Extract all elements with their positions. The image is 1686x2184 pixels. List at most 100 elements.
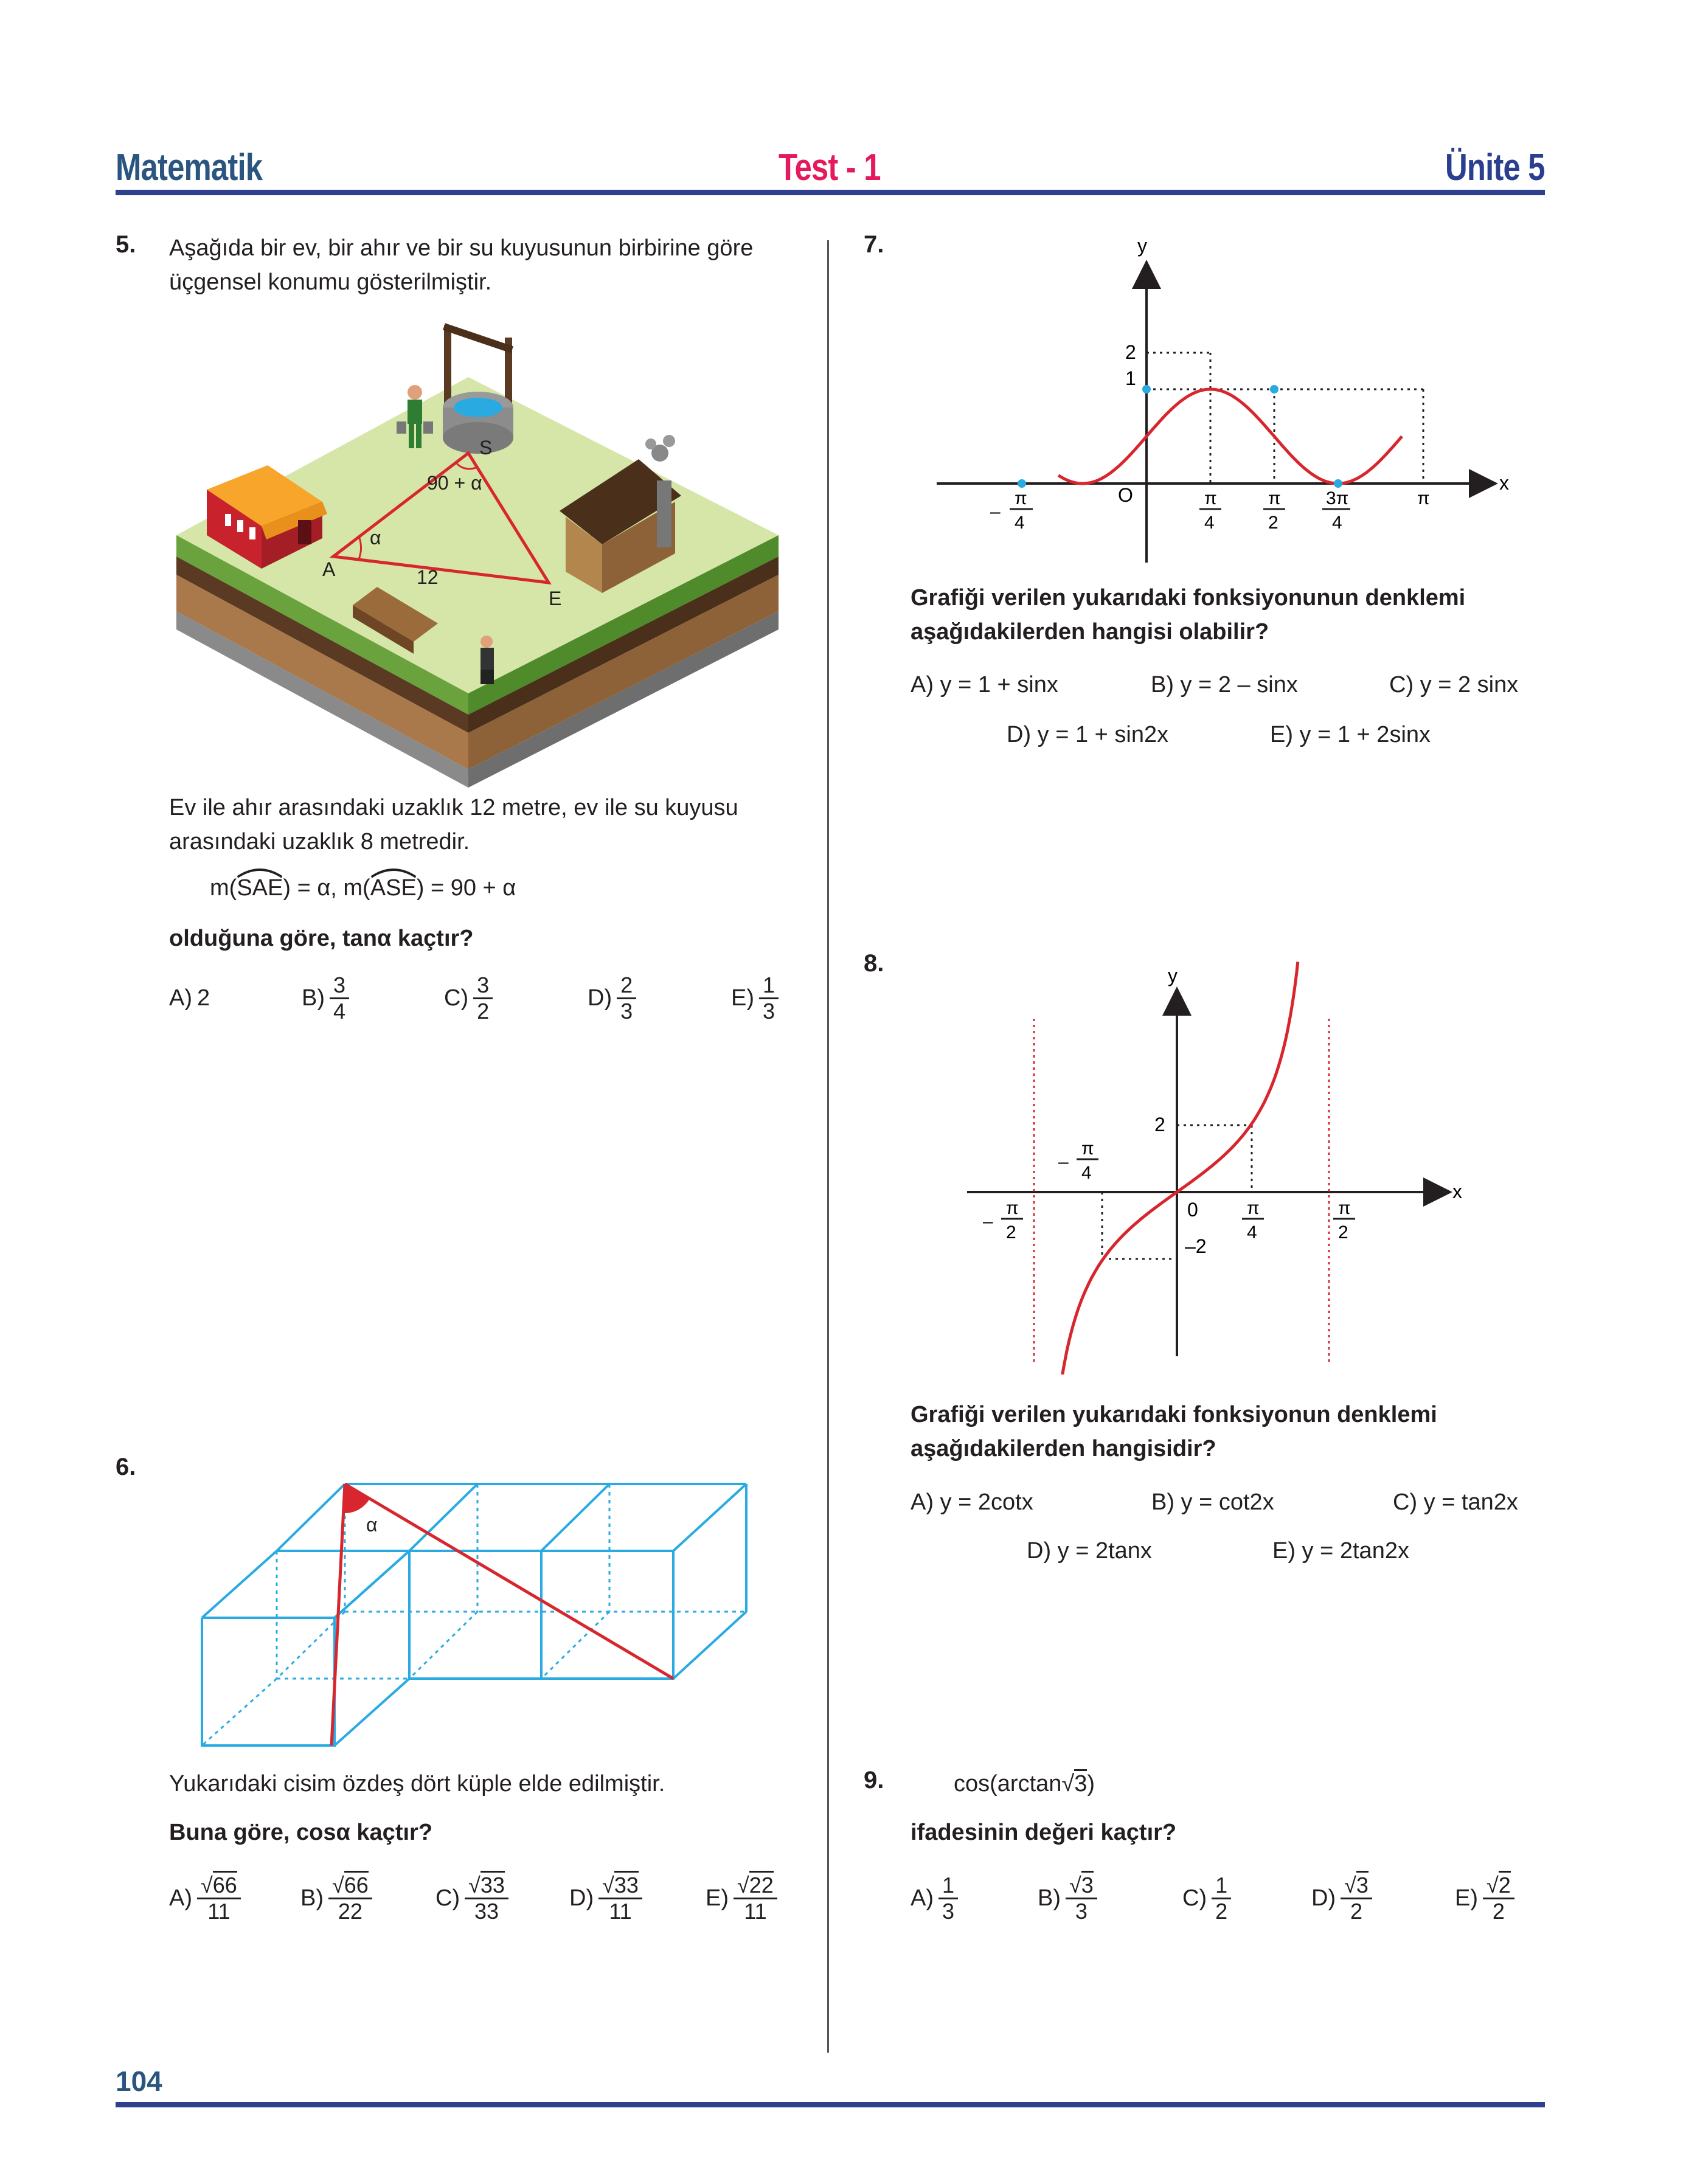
unit-title: Ünite 5	[1445, 147, 1546, 189]
q7-graph: y x O 2 1 –π4 π4 π2 3π4 π	[937, 235, 1509, 563]
svg-text:2: 2	[1268, 513, 1278, 533]
cube-solid-edges	[201, 1483, 748, 1747]
q5-number: 5.	[116, 231, 136, 258]
q7-option-a[interactable]: A) y = 1 + sinx	[911, 672, 1058, 698]
q5-intro: Aşağıda bir ev, bir ahır ve bir su kuyus…	[169, 235, 754, 295]
q8-tick-pi2: π2	[1333, 1198, 1355, 1243]
test-title: Test - 1	[779, 147, 881, 189]
q6-option-d[interactable]: D) √33 11	[569, 1871, 642, 1924]
q6-question: Buna göre, cosα kaçtır?	[169, 1820, 433, 1845]
svg-text:2: 2	[1006, 1222, 1016, 1243]
q8-tick-pi4: π4	[1242, 1198, 1264, 1243]
q8-option-e[interactable]: E) y = 2tan2x	[1272, 1538, 1409, 1564]
q6-option-e[interactable]: E) √22 11	[706, 1871, 777, 1924]
q9-expression: cos(arctan√3)	[954, 1767, 1095, 1801]
q9-option-b[interactable]: B) √3 3	[1038, 1871, 1097, 1924]
q9-option-c[interactable]: C) 1 2	[1182, 1873, 1232, 1924]
q6-number: 6.	[116, 1454, 136, 1480]
subject-title: Matematik	[116, 147, 263, 189]
label-side-12: 12	[417, 566, 439, 588]
q6-cubes-figure: α	[201, 1482, 748, 1747]
q5-option-a[interactable]: A) 2	[169, 985, 210, 1011]
q8-x-label: x	[1452, 1180, 1462, 1202]
q9-option-d[interactable]: D) √3 2	[1311, 1871, 1372, 1924]
angle-S-arc	[455, 462, 477, 470]
label-angle-S: 90 + α	[427, 472, 482, 494]
q8-option-d[interactable]: D) y = 2tanx	[1027, 1538, 1152, 1564]
svg-text:4: 4	[1332, 513, 1342, 533]
q7-option-c[interactable]: C) y = 2 sinx	[1389, 672, 1519, 698]
house-icon	[560, 435, 681, 593]
q8-option-c[interactable]: C) y = tan2x	[1393, 1489, 1518, 1515]
q7-question: Grafiği verilen yukarıdaki fonksiyonunun…	[911, 585, 1466, 645]
svg-text:π: π	[1268, 488, 1281, 508]
q8-number: 8.	[864, 950, 884, 977]
svg-text:π: π	[1015, 488, 1027, 508]
q7-option-d[interactable]: D) y = 1 + sin2x	[1007, 722, 1169, 747]
svg-text:4: 4	[1081, 1163, 1092, 1183]
svg-text:–: –	[1058, 1152, 1069, 1172]
q7-option-e[interactable]: E) y = 1 + 2sinx	[1270, 722, 1431, 747]
well-icon	[443, 323, 513, 454]
q7-point-min-right	[1334, 479, 1342, 488]
column-divider	[827, 240, 829, 2053]
q5-question: olduğuna göre, tanα kaçtır?	[169, 926, 474, 951]
header-rule	[116, 190, 1545, 195]
q7-curve	[1057, 387, 1403, 485]
q8-graph: y x 0 2 –2 –π4 –π2 π4 π2	[967, 962, 1462, 1375]
svg-text:3π: 3π	[1326, 488, 1348, 508]
svg-text:π: π	[1338, 1198, 1351, 1218]
label-S: S	[479, 437, 492, 459]
footer-rule	[116, 2102, 1545, 2107]
q8-question: Grafiği verilen yukarıdaki fonksiyonun d…	[911, 1402, 1437, 1461]
q7-tick-3pi4: 3π4	[1322, 488, 1350, 533]
q5-option-e[interactable]: E) 1 3	[731, 973, 779, 1024]
svg-text:–: –	[990, 502, 1001, 522]
label-E: E	[549, 588, 561, 609]
q7-origin: O	[1118, 484, 1133, 506]
blacksmith-icon	[480, 636, 494, 684]
farmer-icon	[397, 385, 433, 448]
q7-tick-neg-pi4: –π 4	[990, 488, 1033, 533]
q6-option-a[interactable]: A) √66 11	[169, 1871, 241, 1924]
q8-option-b[interactable]: B) y = cot2x	[1151, 1489, 1274, 1515]
q8-option-a[interactable]: A) y = 2cotx	[911, 1489, 1033, 1515]
q8-guides	[1101, 1124, 1253, 1260]
q8-y-label: y	[1168, 965, 1178, 986]
q7-tick-pi2: π2	[1263, 488, 1285, 533]
q5-option-c[interactable]: C) 3 2	[444, 973, 493, 1024]
q8-tick-neg-pi2: –π 2	[983, 1198, 1023, 1243]
q7-point-pi2	[1270, 385, 1278, 393]
q8-curve	[1061, 962, 1300, 1375]
q5-info: Ev ile ahır arasındaki uzaklık 12 metre,…	[169, 795, 738, 855]
svg-text:4: 4	[1247, 1222, 1257, 1243]
q8-ym2: –2	[1185, 1235, 1207, 1257]
svg-text:4: 4	[1204, 513, 1215, 533]
q5-option-b[interactable]: B) 3 4	[302, 973, 350, 1024]
q9-question: ifadesinin değeri kaçtır?	[911, 1820, 1177, 1845]
triangle-SAE	[329, 451, 552, 585]
red-segment-1	[330, 1483, 347, 1746]
q6-option-c[interactable]: C) √33 33	[435, 1871, 508, 1924]
svg-text:π: π	[1204, 488, 1217, 508]
alpha-arc	[358, 536, 362, 560]
q9-number: 9.	[864, 1767, 884, 1794]
q8-tick-neg-pi4: –π 4	[1058, 1139, 1098, 1183]
q6-statement: Yukarıdaki cisim özdeş dört küple elde e…	[169, 1771, 665, 1797]
alpha-sector	[343, 1484, 370, 1514]
q7-y2: 2	[1125, 341, 1136, 363]
svg-text:4: 4	[1015, 513, 1025, 533]
q7-y1: 1	[1125, 367, 1136, 389]
q7-tick-pi: π	[1417, 488, 1430, 508]
q9-option-e[interactable]: E) √2 2	[1455, 1871, 1514, 1924]
label-A: A	[322, 558, 336, 580]
q7-guides	[1147, 352, 1424, 484]
q7-option-b[interactable]: B) y = 2 – sinx	[1151, 672, 1298, 698]
q6-option-b[interactable]: B) √66 22	[300, 1871, 372, 1924]
q9-option-a[interactable]: A) 1 3	[911, 1873, 959, 1924]
q5-angles: m(SAE) = α, m(ASE) = 90 + α	[210, 868, 516, 905]
q5-option-d[interactable]: D) 2 3	[588, 973, 637, 1024]
q8-y2: 2	[1154, 1114, 1165, 1135]
svg-text:π: π	[1247, 1198, 1260, 1218]
svg-text:π: π	[1006, 1198, 1019, 1218]
